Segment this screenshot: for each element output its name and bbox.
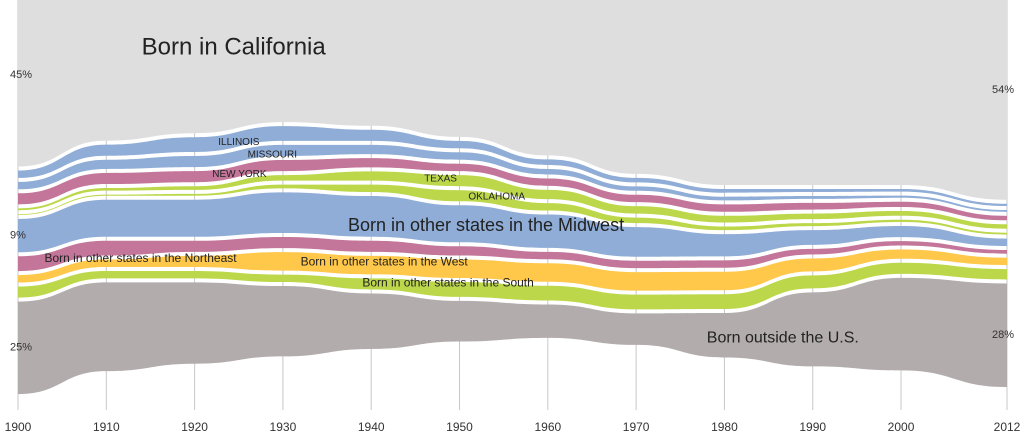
band bbox=[18, 249, 1007, 291]
band-label: MISSOURI bbox=[248, 150, 297, 161]
x-tick-label: 2012 bbox=[994, 420, 1021, 434]
band-label: ILLINOIS bbox=[218, 137, 259, 148]
x-tick-label: 1960 bbox=[534, 420, 561, 434]
x-tick-label: 1990 bbox=[799, 420, 826, 434]
band bbox=[18, 192, 1007, 257]
band bbox=[18, 158, 1007, 221]
bands bbox=[18, 0, 1007, 395]
x-tick-label: 1940 bbox=[358, 420, 385, 434]
band bbox=[18, 0, 1007, 200]
x-tick-label: 2000 bbox=[888, 420, 915, 434]
x-tick-label: 1900 bbox=[5, 420, 32, 434]
value-label: 54% bbox=[992, 84, 1014, 96]
value-label: 45% bbox=[10, 69, 32, 81]
band-label: Born outside the U.S. bbox=[707, 329, 859, 346]
band-label: Born in California bbox=[142, 34, 327, 61]
x-tick-label: 1970 bbox=[623, 420, 650, 434]
band bbox=[18, 262, 1007, 310]
band-label: Born in other states in the Midwest bbox=[348, 215, 624, 235]
band-label: Born in other states in the Northeast bbox=[44, 251, 237, 265]
band bbox=[18, 237, 1007, 272]
x-tick-label: 1930 bbox=[270, 420, 297, 434]
value-label: 25% bbox=[10, 342, 32, 354]
band bbox=[18, 277, 1007, 395]
band-label: TEXAS bbox=[424, 173, 457, 184]
band-label: NEW YORK bbox=[212, 169, 267, 180]
band-label: OKLAHOMA bbox=[468, 192, 525, 203]
value-label: 28% bbox=[992, 329, 1014, 341]
band-label: Born in other states in the South bbox=[362, 276, 533, 290]
x-tick-label: 1950 bbox=[446, 420, 473, 434]
value-label: 9% bbox=[10, 230, 26, 242]
x-tick-label: 1920 bbox=[181, 420, 208, 434]
x-tick-label: 1980 bbox=[711, 420, 738, 434]
x-tick-label: 1910 bbox=[93, 420, 120, 434]
band-label: Born in other states in the West bbox=[301, 254, 469, 268]
